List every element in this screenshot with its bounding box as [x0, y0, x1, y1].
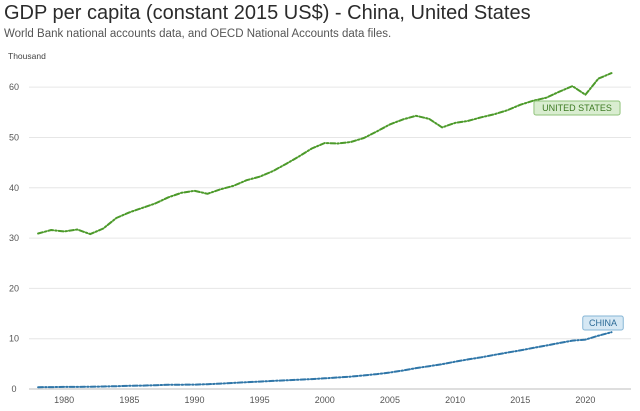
x-tick-label: 2005	[380, 395, 400, 405]
y-tick-label: 50	[9, 132, 19, 142]
y-tick-label: 60	[9, 82, 19, 92]
y-tick-label: 10	[9, 334, 19, 344]
y-tick-label: 0	[11, 384, 16, 394]
y-tick-label: 30	[9, 233, 19, 243]
series-line-united-states	[37, 72, 613, 236]
series-label-china: CHINA	[589, 318, 617, 328]
x-tick-label: 2000	[315, 395, 335, 405]
x-tick-label: 1985	[119, 395, 139, 405]
series-label-box-united-states	[533, 100, 621, 116]
grid-lines	[29, 86, 631, 390]
chart-title: GDP per capita (constant 2015 US$) - Chi…	[4, 2, 531, 24]
series-label-box-china	[582, 315, 624, 331]
x-tick-labels: 1980 1985 1990 1995 2000 2005 2010 2015 2020	[54, 395, 595, 405]
chart-subtitle: World Bank national accounts data, and O…	[4, 28, 392, 40]
series-labels: UNITED STATES CHINA	[533, 100, 624, 331]
y-tick-label: 40	[9, 183, 19, 193]
x-tick-label: 2015	[510, 395, 530, 405]
x-tick-label: 1995	[250, 395, 270, 405]
x-tick-label: 2020	[575, 395, 595, 405]
x-tick-label: 1990	[184, 395, 204, 405]
y-unit-label: Thousand	[8, 51, 46, 61]
series-label-united-states: UNITED STATES	[542, 103, 612, 113]
y-tick-label: 20	[9, 283, 19, 293]
x-tick-label: 2010	[445, 395, 465, 405]
series-line-china	[37, 331, 613, 389]
y-tick-labels: 0 10 20 30 40 50 60	[9, 82, 19, 394]
x-tick-label: 1980	[54, 395, 74, 405]
series-lines	[37, 72, 613, 389]
